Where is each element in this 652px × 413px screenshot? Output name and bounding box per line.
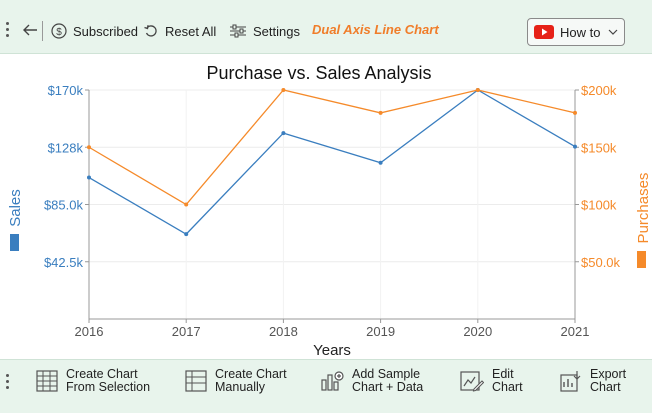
- purchases-data-point: [573, 110, 577, 115]
- purchases-data-point: [87, 145, 91, 150]
- drag-handle-icon[interactable]: [6, 22, 10, 40]
- y-right-axis-label: Purchases: [635, 173, 652, 244]
- x-tick-label: 2018: [269, 324, 298, 339]
- sales-data-point: [573, 144, 577, 149]
- purchases-data-point: [475, 88, 480, 92]
- create-from-selection-line1: Create Chart: [66, 367, 138, 381]
- svg-text:$: $: [56, 27, 62, 38]
- y-right-tick-label: $100k: [581, 198, 617, 213]
- x-tick-label: 2017: [172, 324, 201, 339]
- chart-type-label: Dual Axis Line Chart: [312, 22, 439, 37]
- add-sample-chart-button[interactable]: Add Sample Chart + Data: [320, 368, 423, 394]
- edit-chart-line2: Chart: [492, 380, 523, 394]
- create-chart-manually-button[interactable]: Create Chart Manually: [185, 368, 287, 394]
- sales-data-point: [184, 232, 189, 237]
- reset-all-label: Reset All: [165, 23, 217, 39]
- sliders-icon: [230, 24, 246, 38]
- x-axis-label: Years: [313, 342, 351, 359]
- toolbar-divider: [42, 21, 43, 41]
- dual-axis-line-chart: Purchase vs. Sales Analysis $42.5k $85.0k $…: [7, 63, 652, 359]
- x-tick-label: 2019: [366, 324, 395, 339]
- y-right-tick-label: $200k: [581, 83, 617, 98]
- purchases-data-point: [281, 88, 286, 92]
- y-right-tick-label: $50.0k: [581, 255, 621, 270]
- sales-legend-swatch: [10, 234, 19, 251]
- export-chart-line2: Chart: [590, 380, 621, 394]
- drag-handle-icon[interactable]: [6, 374, 10, 392]
- back-arrow-icon: [23, 24, 37, 36]
- reset-all-button[interactable]: Reset All: [143, 23, 216, 39]
- x-tick-label: 2021: [561, 324, 590, 339]
- edit-chart-button[interactable]: Edit Chart: [460, 368, 523, 394]
- dollar-circle-icon: $: [51, 23, 67, 39]
- export-chart-button[interactable]: Export Chart: [560, 368, 626, 394]
- add-sample-line1: Add Sample: [352, 367, 421, 381]
- add-sample-line2: Chart + Data: [352, 380, 424, 394]
- y-left-axis-label: Sales: [7, 189, 24, 227]
- sales-series-line: [88, 89, 576, 235]
- export-chart-line1: Export: [590, 367, 627, 381]
- subscribed-label: Subscribed: [73, 23, 139, 39]
- purchases-series-line: [88, 89, 576, 206]
- y-right-tick-label: $150k: [581, 140, 617, 155]
- sales-data-point: [378, 160, 383, 165]
- how-to-label: How to: [560, 24, 601, 40]
- x-tick-label: 2016: [75, 324, 104, 339]
- back-button[interactable]: [22, 23, 38, 37]
- how-to-dropdown[interactable]: How to: [527, 18, 625, 46]
- subscribed-button[interactable]: $ Subscribed: [51, 23, 138, 39]
- sales-data-point: [281, 131, 286, 136]
- table-grid-icon: [36, 370, 58, 392]
- create-chart-from-selection-button[interactable]: Create Chart From Selection: [36, 368, 150, 394]
- purchases-legend-swatch: [637, 251, 646, 268]
- youtube-icon: [534, 25, 554, 39]
- top-toolbar: $ Subscribed Reset All Settings Dual Axi…: [0, 0, 652, 54]
- y-left-tick-label: $170k: [48, 83, 84, 98]
- sample-chart-icon: [321, 371, 344, 391]
- edit-chart-line1: Edit: [492, 367, 514, 381]
- purchases-data-point: [378, 110, 383, 115]
- y-left-tick-label: $128k: [48, 140, 84, 155]
- settings-button[interactable]: Settings: [229, 23, 300, 39]
- create-manually-line2: Manually: [215, 380, 266, 394]
- settings-label: Settings: [253, 23, 300, 39]
- x-tick-label: 2020: [463, 324, 492, 339]
- undo-icon: [144, 25, 157, 37]
- edit-chart-icon: [460, 371, 484, 392]
- chart-title: Purchase vs. Sales Analysis: [206, 63, 431, 83]
- y-left-tick-label: $85.0k: [44, 198, 84, 213]
- create-from-selection-line2: From Selection: [66, 380, 151, 394]
- y-left-tick-label: $42.5k: [44, 255, 84, 270]
- list-table-icon: [185, 370, 207, 392]
- purchases-data-point: [184, 202, 189, 207]
- create-manually-line1: Create Chart: [215, 367, 287, 381]
- sales-data-point: [87, 175, 91, 180]
- export-icon: [560, 371, 581, 392]
- chevron-down-icon: [609, 29, 618, 35]
